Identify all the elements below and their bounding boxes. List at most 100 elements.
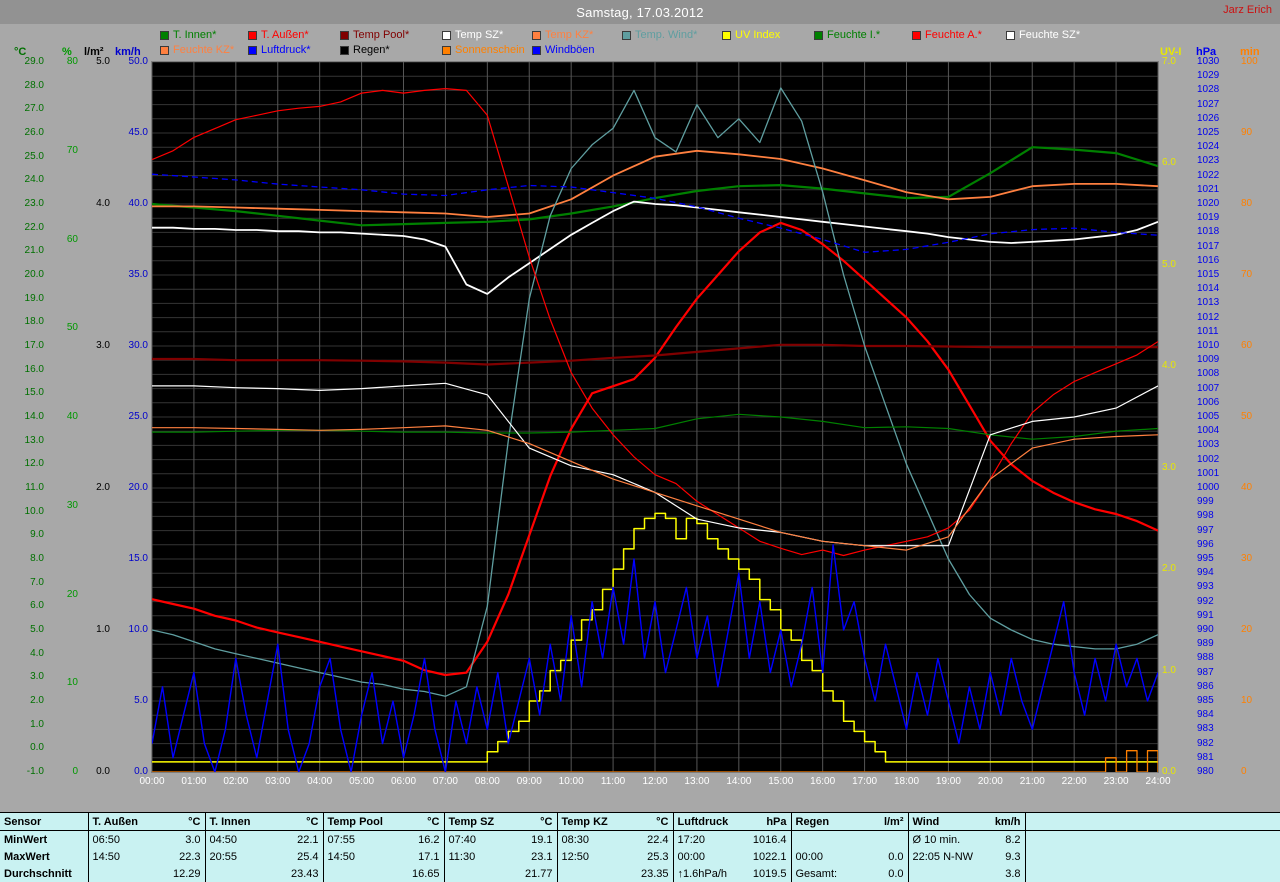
legend-item-temp_wind[interactable]: Temp. Wind* (622, 29, 722, 41)
stats-cell: 23.35 (556, 865, 673, 882)
x-tick-label: 01:00 (181, 776, 207, 787)
axis-unit-hum: % (62, 46, 72, 58)
weather-chart-plot[interactable] (152, 62, 1158, 772)
series-feuchte_kz (152, 425, 1158, 551)
legend-label: Temp KZ* (545, 29, 594, 41)
stats-col-header: Wind km/h (907, 813, 1025, 831)
axis-scale-hum: 80 70 60 50 40 30 20 10 0 (66, 56, 78, 777)
stats-cell: 23.43 (204, 865, 323, 882)
legend-label: Feuchte SZ* (1019, 29, 1081, 41)
axis-scale-uv: 7.0 6.0 5.0 4.0 3.0 2.0 1.0 0.0 (1162, 56, 1176, 777)
legend-item-temp_pool[interactable]: Temp Pool* (340, 29, 442, 41)
legend-row-1: T. Innen* T. Außen* Temp Pool* Temp SZ* Temp… (160, 29, 1096, 41)
legend-swatch-feuchte_i (814, 30, 823, 40)
x-tick-label: 05:00 (349, 776, 375, 787)
legend-item-feuchte_kz[interactable]: Feuchte KZ* (160, 44, 248, 56)
x-tick-label: 17:00 (852, 776, 878, 787)
stats-cell: 00:00 1022.1 (672, 848, 791, 865)
legend-label: T. Innen* (173, 29, 217, 41)
stats-cell: 21.77 (443, 865, 557, 882)
stats-cell (790, 830, 908, 848)
axis-scale-wind: 50.0 45.0 40.0 35.0 30.0 25.0 20.0 15.0 10.0 5.0 0… (128, 56, 148, 777)
stats-panel: Sensor T. Außen °C T. Innen °C Temp Pool °C Tem… (0, 812, 1280, 882)
legend-swatch-windboeen (532, 45, 541, 55)
stats-col-header: Temp SZ °C (443, 813, 557, 831)
stats-cell: Ø 10 min. 8.2 (907, 830, 1025, 848)
x-tick-label: 13:00 (684, 776, 710, 787)
legend-swatch-temp_kz (532, 30, 541, 40)
legend-swatch-regen (340, 45, 349, 55)
legend-item-feuchte_i[interactable]: Feuchte I.* (814, 29, 912, 41)
legend-item-t_aussen[interactable]: T. Außen* (248, 29, 340, 41)
x-tick-label: 07:00 (432, 776, 458, 787)
legend-swatch-temp_wind (622, 30, 631, 40)
legend-swatch-feuchte_a (912, 30, 921, 40)
stats-cell: 04:50 22.1 (204, 830, 323, 848)
stats-cell: 14:50 22.3 (87, 848, 205, 865)
stats-cell: 06:50 3.0 (87, 830, 205, 848)
chart-panel: T. Innen* T. Außen* Temp Pool* Temp SZ* Temp… (0, 24, 1280, 812)
x-tick-label: 11:00 (600, 776, 626, 787)
legend-row-2: Feuchte KZ* Luftdruck* Regen* Sonnenschein W… (160, 44, 1096, 56)
x-tick-label: 15:00 (768, 776, 794, 787)
x-tick-label: 21:00 (1019, 776, 1045, 787)
stats-col-header: Temp KZ °C (556, 813, 673, 831)
legend-item-t_innen[interactable]: T. Innen* (160, 29, 248, 41)
stats-cell: 14:50 17.1 (322, 848, 444, 865)
legend-label: Feuchte A.* (925, 29, 982, 41)
legend-label: UV Index (735, 29, 781, 41)
series-uv (152, 512, 1158, 763)
user-name: Jarz Erich (1223, 4, 1272, 16)
x-tick-label: 20:00 (977, 776, 1003, 787)
stats-cell: 07:40 19.1 (443, 830, 557, 848)
legend-item-sonnenschein[interactable]: Sonnenschein (442, 44, 532, 56)
series-temp_sz (152, 200, 1158, 295)
legend-item-temp_sz[interactable]: Temp SZ* (442, 29, 532, 41)
axis-scale-pressure: 1030 1029 1028 1027 1026 1025 1024 1023 1022 1021… (1197, 56, 1220, 777)
legend-item-regen[interactable]: Regen* (340, 44, 442, 56)
x-tick-label: 12:00 (642, 776, 668, 787)
stats-cell: 17:20 1016.4 (672, 830, 791, 848)
stats-table: Sensor T. Außen °C T. Innen °C Temp Pool °C Tem… (0, 813, 1280, 882)
legend-item-uv[interactable]: UV Index (722, 29, 814, 41)
legend-swatch-sonnenschein (442, 45, 451, 55)
axis-unit-wind: km/h (115, 46, 141, 58)
legend-item-temp_kz[interactable]: Temp KZ* (532, 29, 622, 41)
legend-label: Regen* (353, 44, 390, 56)
x-tick-label: 16:00 (810, 776, 836, 787)
stats-row-durchschnitt: Durchschnitt 12.29 23.43 16.65 21.77 23.35 ↑1.… (0, 865, 1280, 882)
series-temp_kz (152, 149, 1158, 218)
x-tick-label: 23:00 (1103, 776, 1129, 787)
series-temp_wind (152, 87, 1158, 697)
axis-scale-temp: 29.0 28.0 27.0 26.0 25.0 24.0 23.0 22.0 21.0 20.0… (24, 56, 44, 777)
axis-unit-pressure: hPa (1196, 46, 1217, 58)
x-tick-label: 24:00 (1145, 776, 1171, 787)
axis-scale-sun: 100 90 80 70 60 50 40 30 20 10 0 (1241, 56, 1258, 777)
legend-label: Temp. Wind* (635, 29, 698, 41)
stats-cell: 11:30 23.1 (443, 848, 557, 865)
legend-label: Temp SZ* (455, 29, 504, 41)
legend-label: Feuchte I.* (827, 29, 881, 41)
x-tick-label: 04:00 (307, 776, 333, 787)
x-tick-label: 22:00 (1061, 776, 1087, 787)
stats-header-row: Sensor T. Außen °C T. Innen °C Temp Pool °C Tem… (0, 813, 1280, 831)
stats-cell: Gesamt: 0.0 (790, 865, 908, 882)
stats-row-maxwert: MaxWert 14:50 22.3 20:55 25.4 14:50 17.1 11:30 2… (0, 848, 1280, 865)
legend-item-windboeen[interactable]: Windböen (532, 44, 622, 56)
legend-label: Luftdruck* (261, 44, 311, 56)
legend-item-luftdruck[interactable]: Luftdruck* (248, 44, 340, 56)
stats-col-header: Temp Pool °C (322, 813, 444, 831)
stats-cell: 07:55 16.2 (322, 830, 444, 848)
x-axis-labels: 00:00 01:00 02:00 03:00 04:00 05:00 06:00 07:00… (0, 776, 1280, 790)
stats-row-label: Durchschnitt (4, 867, 72, 880)
x-tick-label: 09:00 (516, 776, 542, 787)
stats-cell: 12:50 25.3 (556, 848, 673, 865)
series-t_aussen (152, 221, 1158, 677)
stats-cell: 20:55 25.4 (204, 848, 323, 865)
x-tick-label: 03:00 (265, 776, 291, 787)
legend-item-feuchte_sz[interactable]: Feuchte SZ* (1006, 29, 1096, 41)
axis-unit-rain: l/m² (84, 46, 104, 58)
legend-item-feuchte_a[interactable]: Feuchte A.* (912, 29, 1006, 41)
stats-col-header: T. Innen °C (204, 813, 323, 831)
